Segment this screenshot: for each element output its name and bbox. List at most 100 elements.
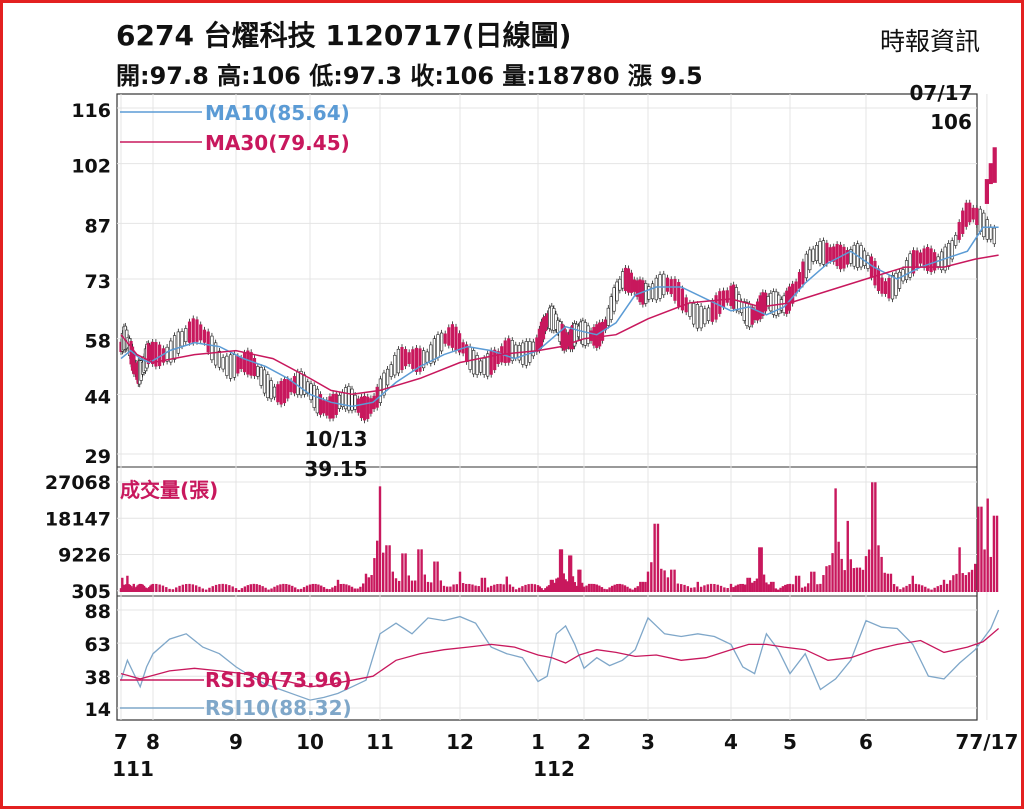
- volume-bar: [414, 580, 417, 592]
- candle-body: [615, 281, 619, 302]
- volume-bar: [322, 587, 326, 592]
- candle-body: [429, 344, 433, 364]
- volume-bar: [980, 506, 983, 592]
- candle-body: [797, 272, 802, 289]
- volume-bar: [149, 585, 152, 592]
- candle-body: [862, 250, 867, 266]
- volume-bar: [939, 584, 943, 592]
- ma30-line: [120, 254, 999, 396]
- volume-bar: [147, 587, 151, 592]
- candle-body: [269, 380, 273, 400]
- candle-body: [347, 385, 351, 411]
- volume-bar: [670, 569, 673, 592]
- volume-bar: [356, 588, 359, 592]
- candle-body: [369, 398, 373, 414]
- price-y-tick-label: 87: [85, 215, 111, 237]
- volume-bar: [128, 584, 132, 592]
- x-tick-label: 10: [296, 730, 324, 754]
- volume-bar: [936, 586, 939, 592]
- volume-bar: [746, 577, 749, 592]
- volume-bar: [831, 553, 834, 592]
- candle-body: [486, 353, 490, 377]
- volume-bar: [608, 587, 611, 592]
- volume-bar: [299, 588, 303, 592]
- candle-body: [992, 147, 997, 183]
- volume-bar: [439, 580, 442, 592]
- candle-body: [450, 324, 455, 348]
- candle-body: [350, 388, 354, 411]
- volume-bar: [150, 584, 153, 592]
- candle-body: [632, 279, 636, 292]
- x-tick-label: 11: [366, 730, 394, 754]
- volume-bar: [234, 588, 238, 592]
- volume-bar: [843, 570, 846, 592]
- volume-bar: [350, 586, 354, 592]
- candle-body: [957, 222, 961, 240]
- volume-bar: [858, 567, 862, 592]
- volume-bar: [461, 583, 465, 592]
- volume-bar: [961, 573, 964, 592]
- volume-bar: [382, 552, 385, 592]
- volume-bar: [593, 583, 596, 592]
- candle-body: [414, 347, 419, 372]
- candle-body: [592, 327, 596, 346]
- candle-body: [804, 253, 808, 279]
- volume-bar: [240, 588, 244, 592]
- volume-bar: [130, 586, 133, 592]
- volume-bar: [874, 482, 877, 592]
- volume-bar: [804, 586, 807, 592]
- candle-body: [318, 394, 323, 415]
- volume-bar: [914, 583, 918, 592]
- volume-bar: [557, 577, 560, 592]
- volume-bar: [660, 568, 663, 592]
- volume-bar: [989, 556, 992, 592]
- volume-bar: [628, 588, 632, 592]
- x-tick-label: 3: [641, 730, 655, 754]
- candle-body: [814, 245, 819, 262]
- candle-body: [904, 260, 909, 281]
- volume-bar: [616, 584, 619, 592]
- volume-bar: [218, 584, 221, 592]
- volume-bar: [769, 581, 773, 592]
- candle-body: [249, 352, 253, 376]
- price-y-tick-label: 116: [71, 100, 111, 122]
- volume-bar: [264, 587, 267, 592]
- volume-bar: [362, 583, 365, 592]
- rsi-y-tick-label: 88: [85, 601, 111, 623]
- ohlc-summary: 開:97.8 高:106 低:97.3 收:106 量:18780 漲 9.5: [116, 62, 703, 90]
- volume-bar: [861, 569, 865, 592]
- volume-bar: [852, 568, 856, 592]
- volume-bar: [339, 584, 342, 592]
- candle-body: [382, 372, 386, 396]
- candle-body: [242, 352, 247, 373]
- candle-body: [151, 341, 155, 365]
- volume-bar: [505, 576, 508, 592]
- candle-body: [407, 352, 411, 364]
- volume-bar: [270, 588, 273, 592]
- volume-bar: [605, 589, 609, 592]
- volume-bar: [927, 588, 930, 592]
- candle-body: [165, 346, 169, 362]
- volume-bar: [527, 584, 530, 592]
- volume-bar: [644, 581, 647, 592]
- volume-bar: [743, 584, 747, 592]
- volume-bar: [136, 585, 139, 592]
- candle-body: [436, 334, 440, 358]
- candle-body: [276, 384, 280, 403]
- candle-body: [821, 240, 826, 265]
- candle-body: [457, 333, 462, 353]
- candle-body: [202, 329, 207, 343]
- volume-bar: [797, 575, 801, 592]
- volume-bar: [471, 584, 474, 592]
- candle-body: [734, 287, 738, 311]
- volume-bar: [288, 584, 291, 592]
- volume-bar: [373, 558, 376, 592]
- x-tick-label: 5: [783, 730, 797, 754]
- volume-y-tick-label: 305: [71, 581, 111, 603]
- annotation-value: 106: [930, 110, 972, 134]
- volume-bar: [786, 584, 789, 592]
- volume-bar: [474, 585, 477, 592]
- volume-bar: [455, 584, 458, 592]
- candle-body: [232, 354, 236, 378]
- candle-body: [221, 357, 225, 370]
